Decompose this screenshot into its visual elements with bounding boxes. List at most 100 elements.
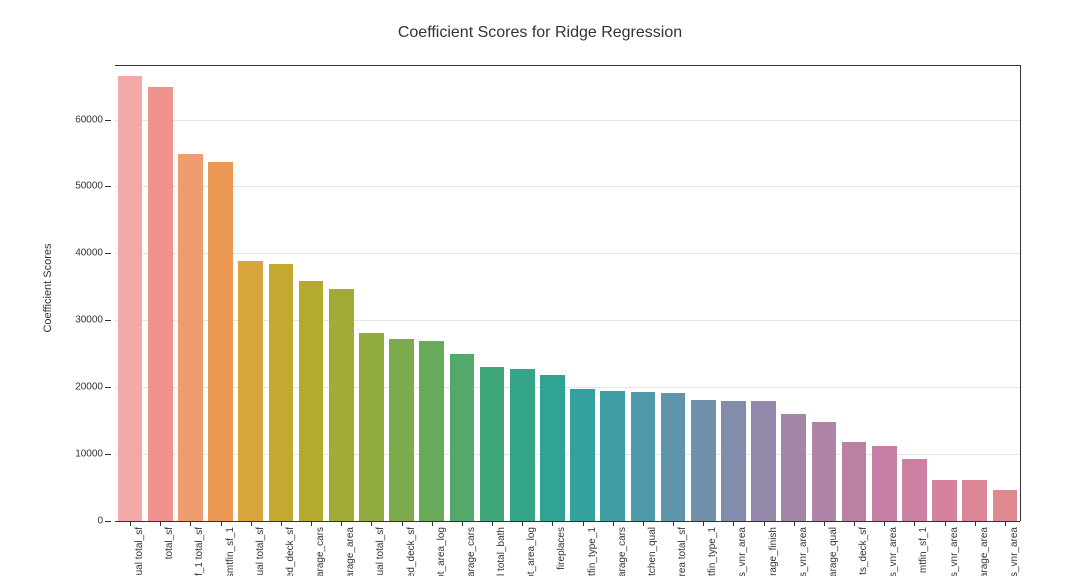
y-tick-label: 40000 — [75, 248, 103, 259]
x-tick-label: mtfin_sf_1 — [918, 527, 929, 573]
x-tick-label: rea total_sf — [677, 527, 688, 576]
x-tick — [341, 521, 342, 526]
x-tick — [371, 521, 372, 526]
x-tick-label: fireplaces — [556, 527, 567, 570]
y-tick-label: 0 — [97, 516, 103, 527]
x-tick-label: smtfin_sf_1 — [225, 527, 236, 576]
bar — [118, 76, 143, 521]
bar — [600, 391, 625, 521]
bar — [993, 490, 1018, 521]
x-tick-label: al total_bath — [496, 527, 507, 576]
bar — [299, 281, 324, 521]
x-tick — [221, 521, 222, 526]
x-tick — [884, 521, 885, 526]
bar — [148, 87, 173, 521]
x-tick — [522, 521, 523, 526]
x-tick — [462, 521, 463, 526]
x-tick-label: arage_qual — [828, 527, 839, 576]
x-tick-label: ot_area_log — [436, 527, 447, 576]
bar — [510, 369, 535, 521]
x-tick-label: s_vnr_area — [737, 527, 748, 576]
x-tick-label: s_vnr_area — [798, 527, 809, 576]
bar — [902, 459, 927, 521]
y-tick — [105, 186, 111, 187]
x-tick — [703, 521, 704, 526]
x-tick-label: arage_area — [345, 527, 356, 576]
x-tick-label: ts_deck_sf — [858, 527, 869, 575]
y-tick — [105, 454, 111, 455]
x-tick — [794, 521, 795, 526]
x-tick-label: ntfin_type_1 — [707, 527, 718, 576]
x-tick — [854, 521, 855, 526]
bar — [329, 289, 354, 521]
x-tick — [190, 521, 191, 526]
y-tick-label: 60000 — [75, 114, 103, 125]
bar — [389, 339, 414, 521]
x-tick-label: arage_cars — [466, 527, 477, 576]
x-tick-label: s_vnr_area — [949, 527, 960, 576]
x-tick — [1005, 521, 1006, 526]
x-tick — [643, 521, 644, 526]
bar — [661, 393, 686, 521]
bar — [751, 401, 776, 521]
bar — [721, 401, 746, 521]
grid-line — [115, 120, 1020, 121]
y-tick — [105, 387, 111, 388]
bar — [781, 414, 806, 521]
bar — [691, 400, 716, 521]
x-tick-label: arage_area — [979, 527, 990, 576]
grid-line — [115, 186, 1020, 187]
y-tick-label: 50000 — [75, 181, 103, 192]
x-tick — [432, 521, 433, 526]
bar — [962, 480, 987, 521]
x-tick — [492, 521, 493, 526]
x-tick-label: arage_cars — [617, 527, 628, 576]
y-axis-title: Coefficient Scores — [42, 243, 54, 332]
y-tick — [105, 521, 111, 522]
x-tick-label: ed_deck_sf — [285, 527, 296, 576]
x-tick-label: ed_deck_sf — [406, 527, 417, 576]
y-tick — [105, 253, 111, 254]
bar — [269, 264, 294, 521]
x-tick — [764, 521, 765, 526]
x-tick-label: total_sf — [164, 527, 175, 559]
x-tick-label: qual total_sf — [134, 527, 145, 576]
x-tick-label: qual total_sf — [255, 527, 266, 576]
x-tick — [975, 521, 976, 526]
bar — [842, 442, 867, 521]
bar — [812, 422, 837, 521]
x-tick — [552, 521, 553, 526]
x-tick-label: sf_1 total_sf — [194, 527, 205, 576]
x-tick — [281, 521, 282, 526]
bar — [238, 261, 263, 521]
bar — [932, 480, 957, 521]
x-tick-label: arage_finish — [768, 527, 779, 576]
bar — [480, 367, 505, 521]
x-tick-label: s_vnr_area — [888, 527, 899, 576]
bar — [419, 341, 444, 521]
chart-stage: Coefficient Scores for Ridge Regression … — [0, 0, 1080, 576]
x-tick — [733, 521, 734, 526]
x-tick-label: qual total_sf — [375, 527, 386, 576]
x-tick-label: ntfin_type_1 — [587, 527, 598, 576]
x-tick — [402, 521, 403, 526]
x-tick-label: itchen_qual — [647, 527, 658, 576]
bar — [540, 375, 565, 521]
bar — [631, 392, 656, 521]
x-tick — [311, 521, 312, 526]
x-tick — [130, 521, 131, 526]
y-tick — [105, 120, 111, 121]
x-tick-label: s_vnr_area — [1009, 527, 1020, 576]
x-tick — [583, 521, 584, 526]
bar — [450, 354, 475, 521]
bar — [178, 154, 203, 521]
y-tick-label: 10000 — [75, 449, 103, 460]
bar — [359, 333, 384, 521]
bar — [570, 389, 595, 521]
x-tick — [251, 521, 252, 526]
plot-area: 0100002000030000400005000060000qual tota… — [115, 65, 1021, 521]
chart-title: Coefficient Scores for Ridge Regression — [0, 24, 1080, 42]
x-tick — [945, 521, 946, 526]
x-tick — [613, 521, 614, 526]
x-tick — [914, 521, 915, 526]
